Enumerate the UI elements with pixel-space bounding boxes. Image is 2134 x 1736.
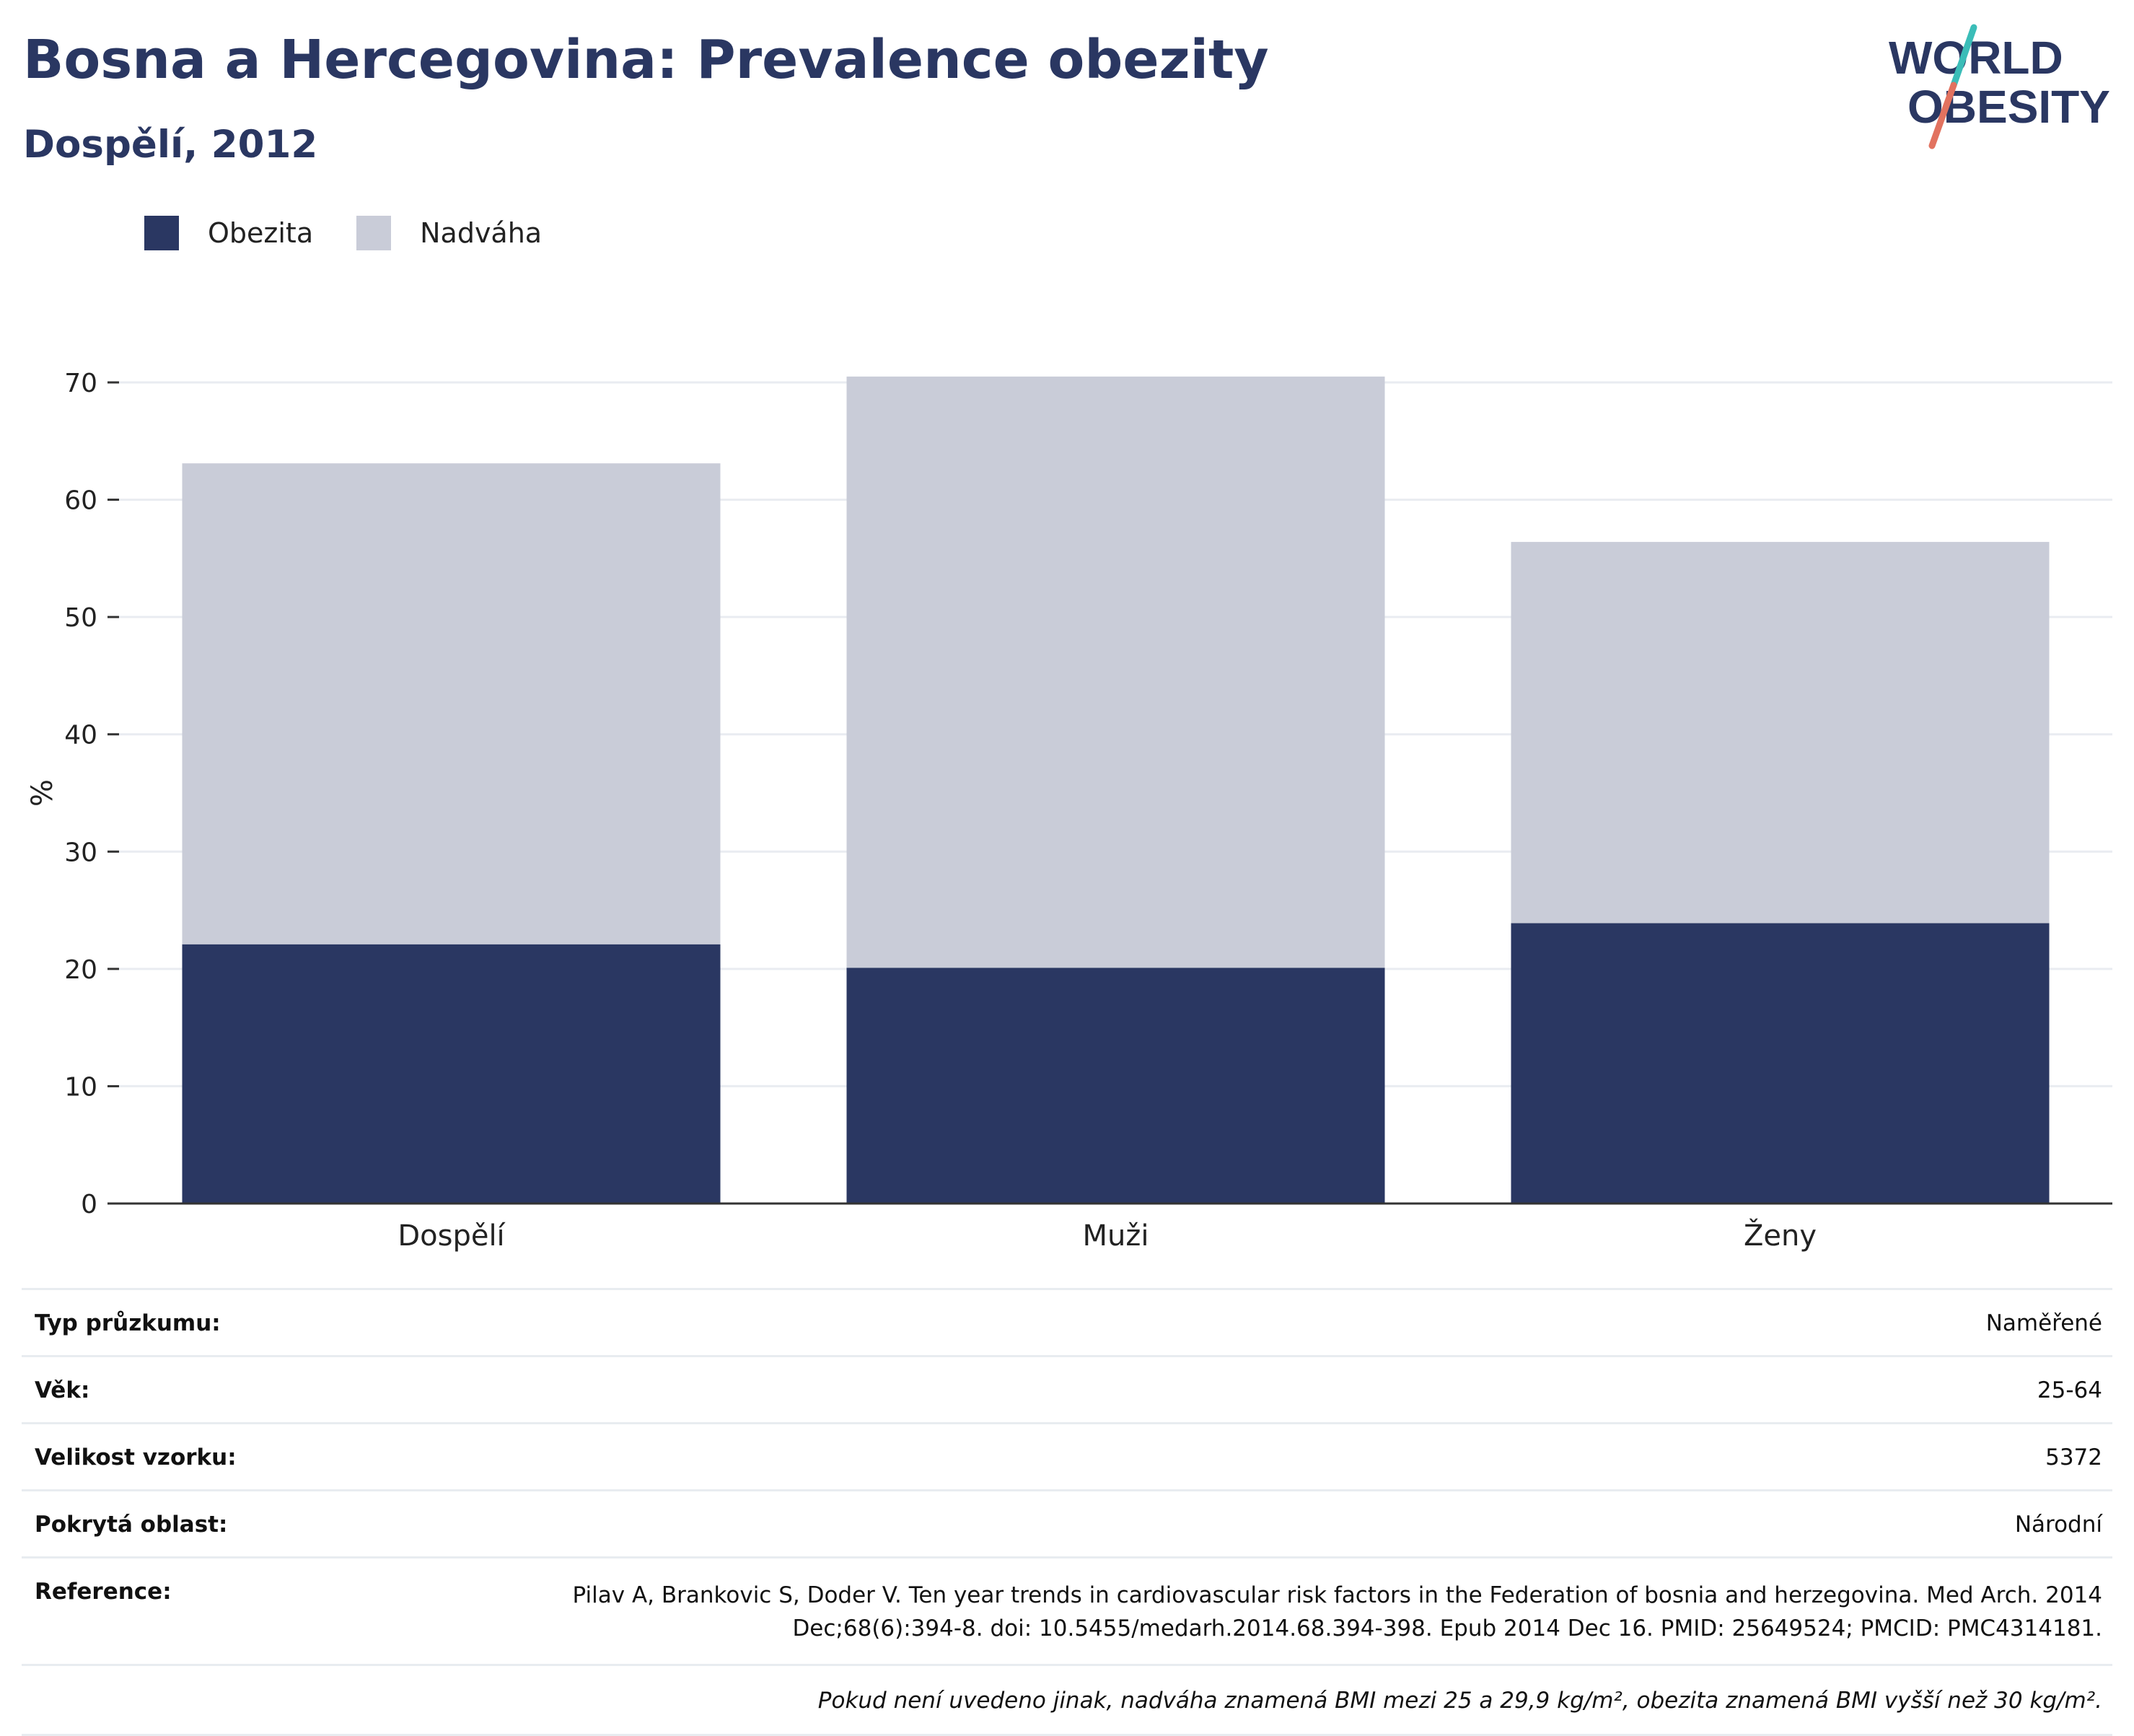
legend-label-obezita: Obezita <box>208 217 314 249</box>
chart-subtitle: Dospělí, 2012 <box>23 123 318 167</box>
bar-obezita[interactable] <box>846 968 1385 1204</box>
chart-legend: Obezita Nadváha <box>144 215 585 251</box>
bar-nadvaha[interactable] <box>182 463 721 944</box>
bar-nadvaha[interactable] <box>846 376 1385 968</box>
info-row-sample-size: Velikost vzorku: 5372 <box>22 1422 2112 1489</box>
y-tick-label: 40 <box>64 721 97 750</box>
y-tick-label: 70 <box>64 369 97 398</box>
reference-text: Pilav A, Brankovic S, Doder V. Ten year … <box>457 1579 2102 1645</box>
bar-obezita[interactable] <box>182 944 721 1204</box>
chart-title: Bosna a Hercegovina: Prevalence obezity <box>23 29 1269 91</box>
legend-swatch-obezita <box>144 216 179 250</box>
bar-obezita[interactable] <box>1511 923 2050 1204</box>
x-tick-label: Ženy <box>1744 1218 1817 1253</box>
legend-label-nadvaha: Nadváha <box>420 217 543 249</box>
survey-info-table: Typ průzkumu: Naměřené Věk: 25-64 Veliko… <box>22 1288 2112 1736</box>
info-row-age: Věk: 25-64 <box>22 1355 2112 1422</box>
info-label: Typ průzkumu: <box>35 1310 221 1336</box>
world-obesity-logo: WORLD OBESITY <box>1889 24 2110 149</box>
y-tick-label: 0 <box>81 1190 97 1219</box>
definition-note: Pokud není uvedeno jinak, nadváha znamen… <box>22 1664 2112 1736</box>
x-tick-label: Muži <box>1083 1219 1149 1253</box>
info-row-coverage: Pokrytá oblast: Národní <box>22 1489 2112 1556</box>
x-tick-label: Dospělí <box>398 1219 506 1253</box>
reference-line-1: Pilav A, Brankovic S, Doder V. Ten year … <box>572 1582 2102 1608</box>
info-row-survey-type: Typ průzkumu: Naměřené <box>22 1288 2112 1355</box>
info-value: 25-64 <box>2037 1377 2102 1403</box>
y-tick-label: 60 <box>64 486 97 516</box>
logo-slash-bottom <box>1928 82 1957 149</box>
y-tick-label: 30 <box>64 838 97 867</box>
info-label: Věk: <box>35 1377 90 1403</box>
info-value: Naměřené <box>1985 1310 2102 1336</box>
info-value: Národní <box>2014 1512 2102 1538</box>
logo-line-1: WORLD <box>1889 32 2063 84</box>
reference-line-2: Dec;68(6):394-8. doi: 10.5455/medarh.201… <box>792 1616 2102 1641</box>
info-row-reference: Reference: Pilav A, Brankovic S, Doder V… <box>22 1556 2112 1664</box>
legend-item-nadvaha[interactable]: Nadváha <box>356 216 542 250</box>
y-tick-label: 20 <box>64 955 97 985</box>
legend-swatch-nadvaha <box>356 216 392 250</box>
bar-chart: 0 10 20 30 40 50 60 70% Dospělí Muži Ženy <box>26 369 2112 1253</box>
legend-item-obezita[interactable]: Obezita <box>144 216 313 250</box>
info-label: Velikost vzorku: <box>35 1445 237 1470</box>
y-tick-label: 50 <box>64 603 97 633</box>
y-axis-label: % <box>26 779 59 807</box>
bar-nadvaha[interactable] <box>1511 542 2050 924</box>
info-value: 5372 <box>2045 1445 2102 1470</box>
y-tick-label: 10 <box>64 1072 97 1102</box>
info-label: Reference: <box>35 1579 172 1605</box>
logo-slash-top <box>1950 24 1977 89</box>
info-label: Pokrytá oblast: <box>35 1512 228 1538</box>
